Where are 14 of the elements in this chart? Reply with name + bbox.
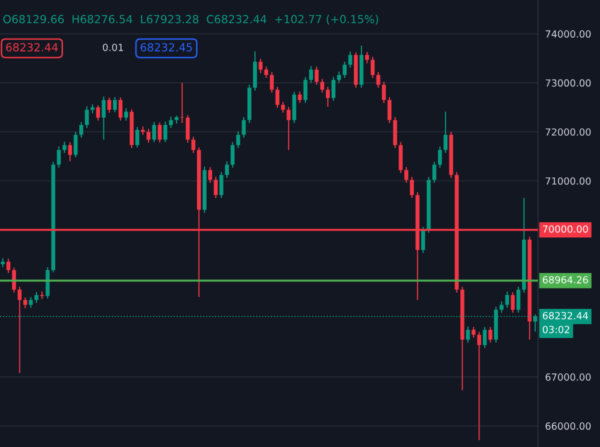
annotation: 0.01 (102, 44, 123, 52)
text: 03:02 (542, 326, 570, 334)
y-tick-label: 74000.00 (546, 30, 591, 38)
y-tick-label: 67000.00 (546, 373, 591, 381)
y-tick-label: 66000.00 (546, 422, 591, 430)
y-tick-label: 71000.00 (546, 177, 591, 185)
y-tick-label: 73000.00 (546, 79, 591, 87)
y-tick-label: 72000.00 (546, 128, 591, 136)
annotation: 68232.44 (6, 43, 58, 52)
ref-line-label: 70000.00 (542, 225, 588, 233)
ref-line-label: 68964.26 (542, 276, 588, 284)
ref-line-label: 68232.44 (542, 312, 588, 320)
annotation: O68129.66 H68276.54 L67923.28 C68232.44 +102.77 (+0.15%) (3, 14, 378, 25)
annotation: 68232.45 (140, 43, 192, 52)
